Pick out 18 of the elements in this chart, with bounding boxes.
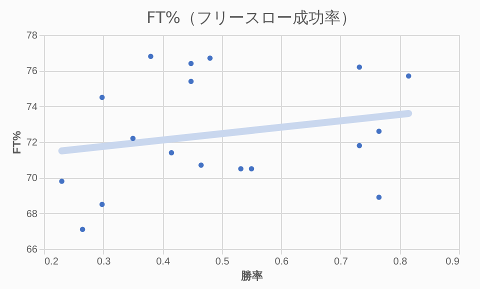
- y-tick-label: 76: [26, 66, 38, 78]
- x-tick-label: 0.2: [44, 256, 59, 268]
- x-tick-label: 0.9: [446, 256, 460, 268]
- chart-title: FT%（フリースロー成功率）: [146, 8, 356, 27]
- x-tick-label: 0.5: [215, 256, 230, 268]
- x-axis-title: 勝率: [240, 270, 263, 282]
- y-axis-title: FT%: [11, 130, 24, 154]
- x-tick-label: 0.6: [274, 256, 290, 268]
- x-tick-label: 0.3: [96, 256, 112, 268]
- y-tick-label: 74: [26, 102, 38, 113]
- x-tick-label: 0.7: [334, 256, 348, 268]
- y-tick-label: 68: [26, 208, 38, 220]
- y-tick-label: 66: [26, 244, 38, 256]
- y-tick-label: 72: [26, 138, 38, 148]
- x-tick-label: 0.8: [393, 256, 408, 268]
- y-tick-label: 70: [26, 173, 38, 184]
- x-tick-label: 0.4: [156, 256, 170, 268]
- y-tick-label: 78: [26, 30, 38, 42]
